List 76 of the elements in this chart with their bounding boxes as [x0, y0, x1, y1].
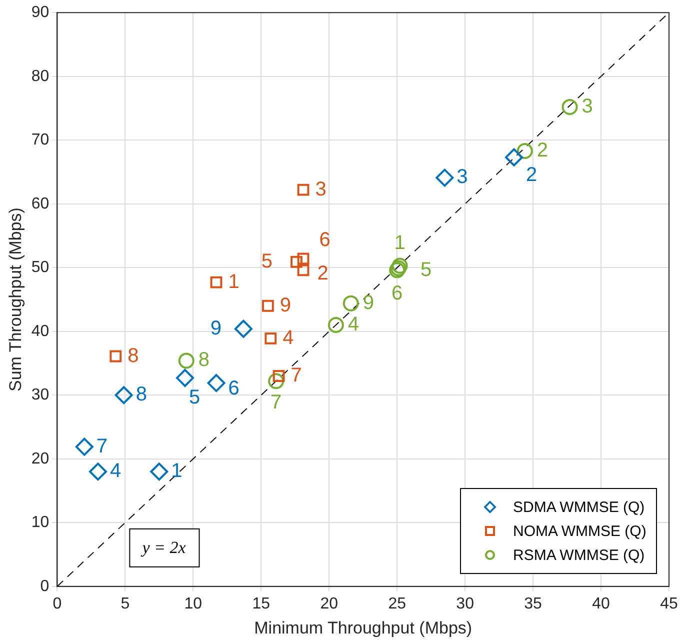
annotation: 6	[319, 229, 330, 252]
point	[342, 295, 359, 312]
y-axis-title: Sum Throughput (Mbps)	[6, 208, 25, 392]
annotation: 3	[456, 166, 468, 188]
annotation: 2	[317, 262, 328, 285]
point	[88, 462, 107, 481]
point	[264, 332, 277, 344]
annotation: 6	[392, 282, 403, 305]
point	[297, 184, 310, 196]
point	[150, 462, 168, 481]
x-tick-label: 30	[456, 595, 474, 612]
y-tick-label: 0	[40, 578, 50, 595]
annotation: 1	[228, 270, 240, 293]
y-tick-label: 90	[31, 4, 50, 22]
annotation: y = 2x	[140, 538, 186, 557]
legend-label: NOMA WMMSE (Q)	[513, 522, 646, 540]
point	[290, 256, 302, 268]
annotation: 5	[261, 250, 272, 272]
point	[505, 148, 524, 166]
point	[234, 320, 252, 338]
annotation: 9	[362, 292, 374, 314]
annotation: 1	[171, 460, 182, 482]
legend-label: RSMA WMMSE (Q)	[513, 546, 645, 564]
annotation: 4	[348, 314, 360, 336]
annotation: 3	[582, 95, 593, 118]
x-tick-label: 5	[120, 595, 130, 612]
annotation: 9	[210, 317, 222, 340]
legend-label: SDMA WMMSE (Q)	[513, 498, 645, 516]
y-tick-label: 30	[31, 386, 50, 404]
point	[207, 374, 226, 392]
x-axis-title: Minimum Throughput (Mbps)	[254, 618, 472, 638]
point	[268, 373, 284, 390]
point	[516, 142, 533, 159]
point	[210, 276, 222, 288]
annotation: 7	[290, 364, 302, 387]
annotation: 8	[136, 384, 147, 406]
x-tick-label: 40	[592, 595, 610, 612]
point	[178, 352, 194, 369]
point	[75, 438, 94, 456]
point	[110, 350, 122, 362]
x-tick-label: 25	[388, 595, 406, 612]
annotation: 9	[280, 294, 292, 316]
point	[436, 168, 454, 187]
y-tick-label: 70	[31, 132, 50, 149]
annotation: 8	[198, 349, 210, 372]
y-tick-label: 80	[31, 68, 50, 85]
point	[176, 368, 194, 387]
annotation: 2	[526, 164, 538, 186]
x-tick-label: 10	[184, 595, 202, 612]
y-tick-label: 20	[31, 450, 50, 468]
annotation: 5	[420, 258, 432, 281]
point	[297, 264, 310, 276]
annotation: 7	[270, 392, 282, 414]
x-tick-label: 35	[524, 595, 542, 612]
x-tick-label: 0	[52, 595, 62, 612]
annotation: 4	[282, 326, 294, 349]
annotation: 4	[110, 460, 122, 482]
point	[328, 317, 344, 333]
y-tick-label: 40	[31, 322, 50, 340]
point	[562, 98, 578, 115]
annotation: 2	[536, 139, 548, 162]
point	[262, 300, 274, 312]
point	[297, 252, 310, 265]
x-tick-label: 15	[252, 595, 270, 612]
annotation: 1	[394, 232, 406, 254]
point	[114, 386, 133, 404]
x-tick-label: 20	[320, 595, 338, 612]
y-tick-label: 50	[31, 259, 50, 276]
annotation: 8	[128, 344, 139, 367]
annotation: 7	[96, 435, 108, 458]
annotation: 3	[315, 178, 326, 200]
y-tick-label: 60	[31, 195, 50, 212]
x-tick-label: 45	[660, 595, 678, 612]
y-tick-label: 10	[31, 514, 50, 532]
annotation: 6	[228, 378, 240, 400]
annotation: 5	[188, 386, 200, 408]
